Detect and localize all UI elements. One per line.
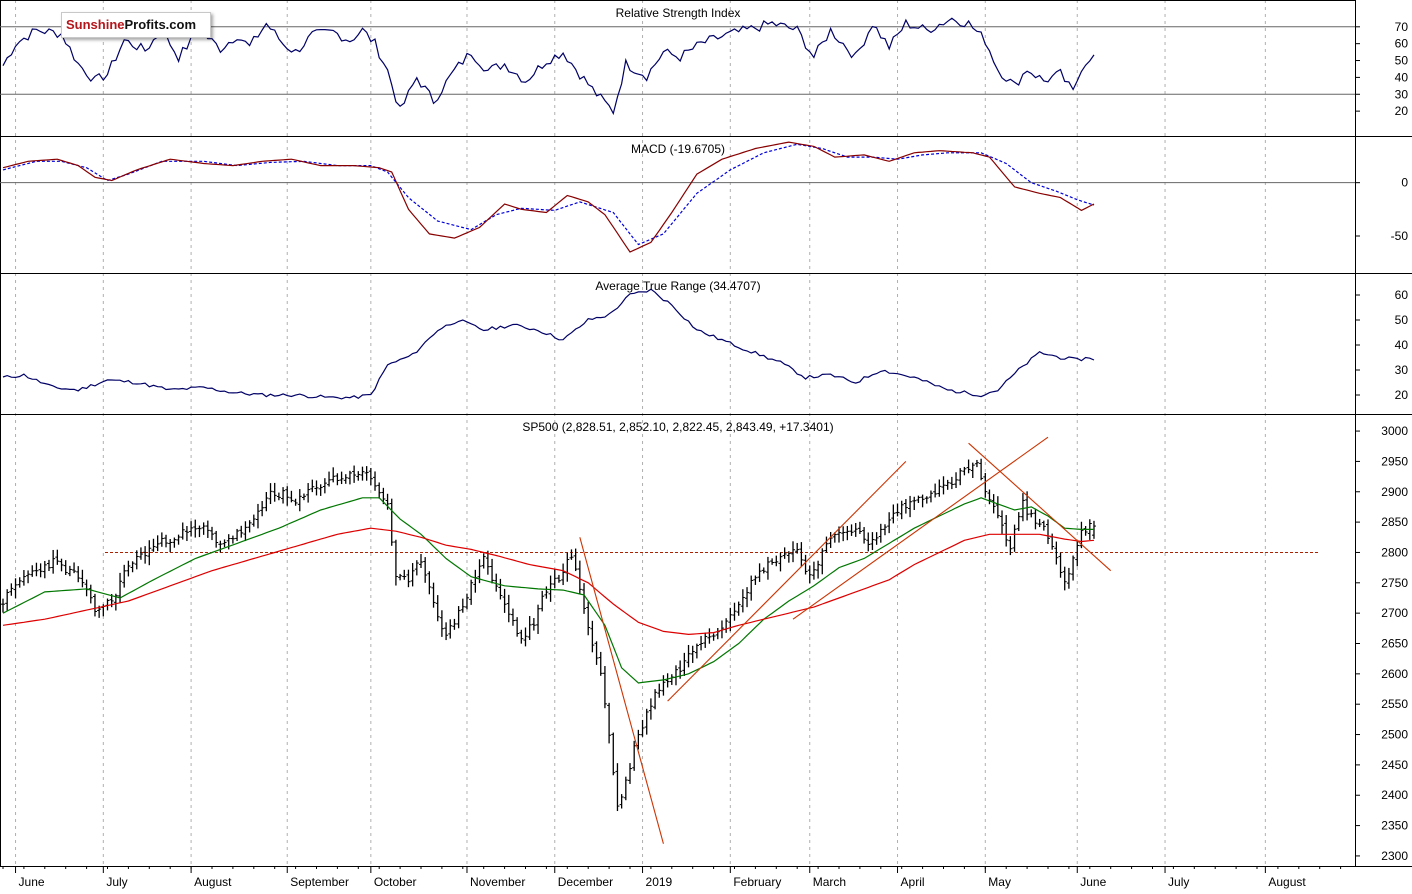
- panel-title: SP500 (2,828.51, 2,852.10, 2,822.45, 2,8…: [522, 420, 833, 434]
- y-tick-label: -50: [1391, 229, 1409, 243]
- month-label: July: [106, 875, 127, 889]
- logo-part-2: Profits.com: [124, 17, 197, 32]
- y-tick-label: 2300: [1381, 849, 1408, 863]
- month-label: February: [733, 875, 781, 889]
- plot-layer: [0, 17, 1355, 844]
- trendline: [667, 461, 907, 702]
- y-tick-label: 0: [1401, 176, 1408, 190]
- y-tick-label: 2600: [1381, 667, 1408, 681]
- month-label: August: [1268, 875, 1306, 889]
- y-tick-label: 2450: [1381, 758, 1408, 772]
- atr-line: [2, 288, 1095, 400]
- title-layer: Relative Strength Index MACD (-19.6705) Av…: [522, 6, 833, 434]
- month-label: June: [1080, 875, 1106, 889]
- y-tick-label: 50: [1395, 54, 1409, 68]
- y-tick-label: 60: [1395, 37, 1409, 51]
- panel-title: MACD (-19.6705): [631, 142, 725, 156]
- sunshine-profits-logo: SunshineProfits.com: [61, 12, 211, 38]
- moving-average-short: [2, 497, 1094, 684]
- y-tick-label: 2950: [1381, 454, 1408, 468]
- logo-part-1: Sunshine: [62, 17, 125, 32]
- y-tick-label: 2350: [1381, 819, 1408, 833]
- month-label: May: [988, 875, 1011, 889]
- y-tick-label: 40: [1395, 70, 1409, 84]
- macd-signal-line: [2, 143, 1095, 246]
- panel-title: Relative Strength Index: [616, 6, 741, 20]
- panel-title: Average True Range (34.4707): [595, 279, 760, 293]
- month-label: July: [1168, 875, 1189, 889]
- y-tick-label: 2900: [1381, 485, 1408, 499]
- y-tick-label: 2650: [1381, 637, 1408, 651]
- month-label: 2019: [646, 875, 673, 889]
- moving-average-long: [2, 527, 1095, 636]
- axis-layer: June July August September October November De…: [2, 20, 1409, 889]
- y-tick-label: 2700: [1381, 606, 1408, 620]
- trendline: [579, 537, 664, 844]
- y-tick-label: 70: [1395, 20, 1409, 34]
- trendline: [968, 442, 1112, 572]
- month-label: September: [290, 875, 349, 889]
- y-tick-label: 30: [1395, 87, 1409, 101]
- y-tick-label: 60: [1395, 288, 1409, 302]
- trendline: [792, 436, 1049, 620]
- y-tick-label: 2500: [1381, 728, 1408, 742]
- y-tick-label: 2800: [1381, 545, 1408, 559]
- y-tick-label: 2850: [1381, 515, 1408, 529]
- month-label: November: [470, 875, 525, 889]
- y-tick-label: 50: [1395, 313, 1409, 327]
- frame-layer: [0, 0, 1412, 867]
- month-label: June: [19, 875, 45, 889]
- y-tick-label: 2750: [1381, 576, 1408, 590]
- month-label: August: [194, 875, 232, 889]
- y-tick-label: 20: [1395, 104, 1409, 118]
- month-label: April: [901, 875, 925, 889]
- y-tick-label: 3000: [1381, 424, 1408, 438]
- y-tick-label: 40: [1395, 338, 1409, 352]
- rsi-line: [2, 17, 1095, 116]
- macd-line: [2, 141, 1095, 253]
- y-tick-label: 2400: [1381, 788, 1408, 802]
- month-label: October: [374, 875, 417, 889]
- month-label: December: [558, 875, 613, 889]
- y-tick-label: 20: [1395, 388, 1409, 402]
- y-tick-label: 30: [1395, 363, 1409, 377]
- y-tick-label: 2550: [1381, 697, 1408, 711]
- month-label: March: [813, 875, 846, 889]
